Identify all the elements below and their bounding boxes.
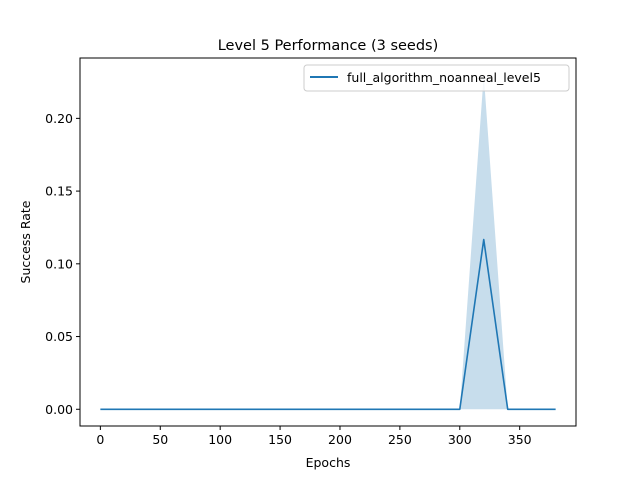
x-tick-label: 0 (96, 432, 104, 447)
series-line (100, 238, 556, 411)
x-axis-label: Epochs (306, 455, 351, 470)
x-axis-ticks: 0 50 100 150 200 250 300 350 (96, 426, 532, 447)
y-axis-ticks: 0.00 0.05 0.10 0.15 0.20 (45, 111, 80, 417)
plot-area (100, 74, 556, 411)
x-tick-label: 200 (328, 432, 352, 447)
x-tick-label: 300 (448, 432, 472, 447)
y-tick-label: 0.05 (45, 329, 73, 344)
y-tick-label: 0.20 (45, 111, 73, 126)
x-tick-label: 100 (208, 432, 232, 447)
x-tick-label: 150 (268, 432, 292, 447)
legend-label: full_algorithm_noanneal_level5 (347, 70, 541, 85)
y-axis-label: Success Rate (18, 200, 33, 283)
confidence-band (100, 74, 556, 410)
axes-frame (79, 57, 577, 427)
x-tick-label: 50 (152, 432, 168, 447)
legend: full_algorithm_noanneal_level5 (303, 64, 570, 92)
y-tick-label: 0.10 (45, 256, 73, 271)
legend-box (303, 64, 570, 92)
chart-title: Level 5 Performance (3 seeds) (218, 38, 439, 54)
y-tick-label: 0.15 (45, 184, 73, 199)
x-tick-label: 350 (508, 432, 532, 447)
y-tick-label: 0.00 (45, 402, 73, 417)
x-tick-label: 250 (388, 432, 412, 447)
